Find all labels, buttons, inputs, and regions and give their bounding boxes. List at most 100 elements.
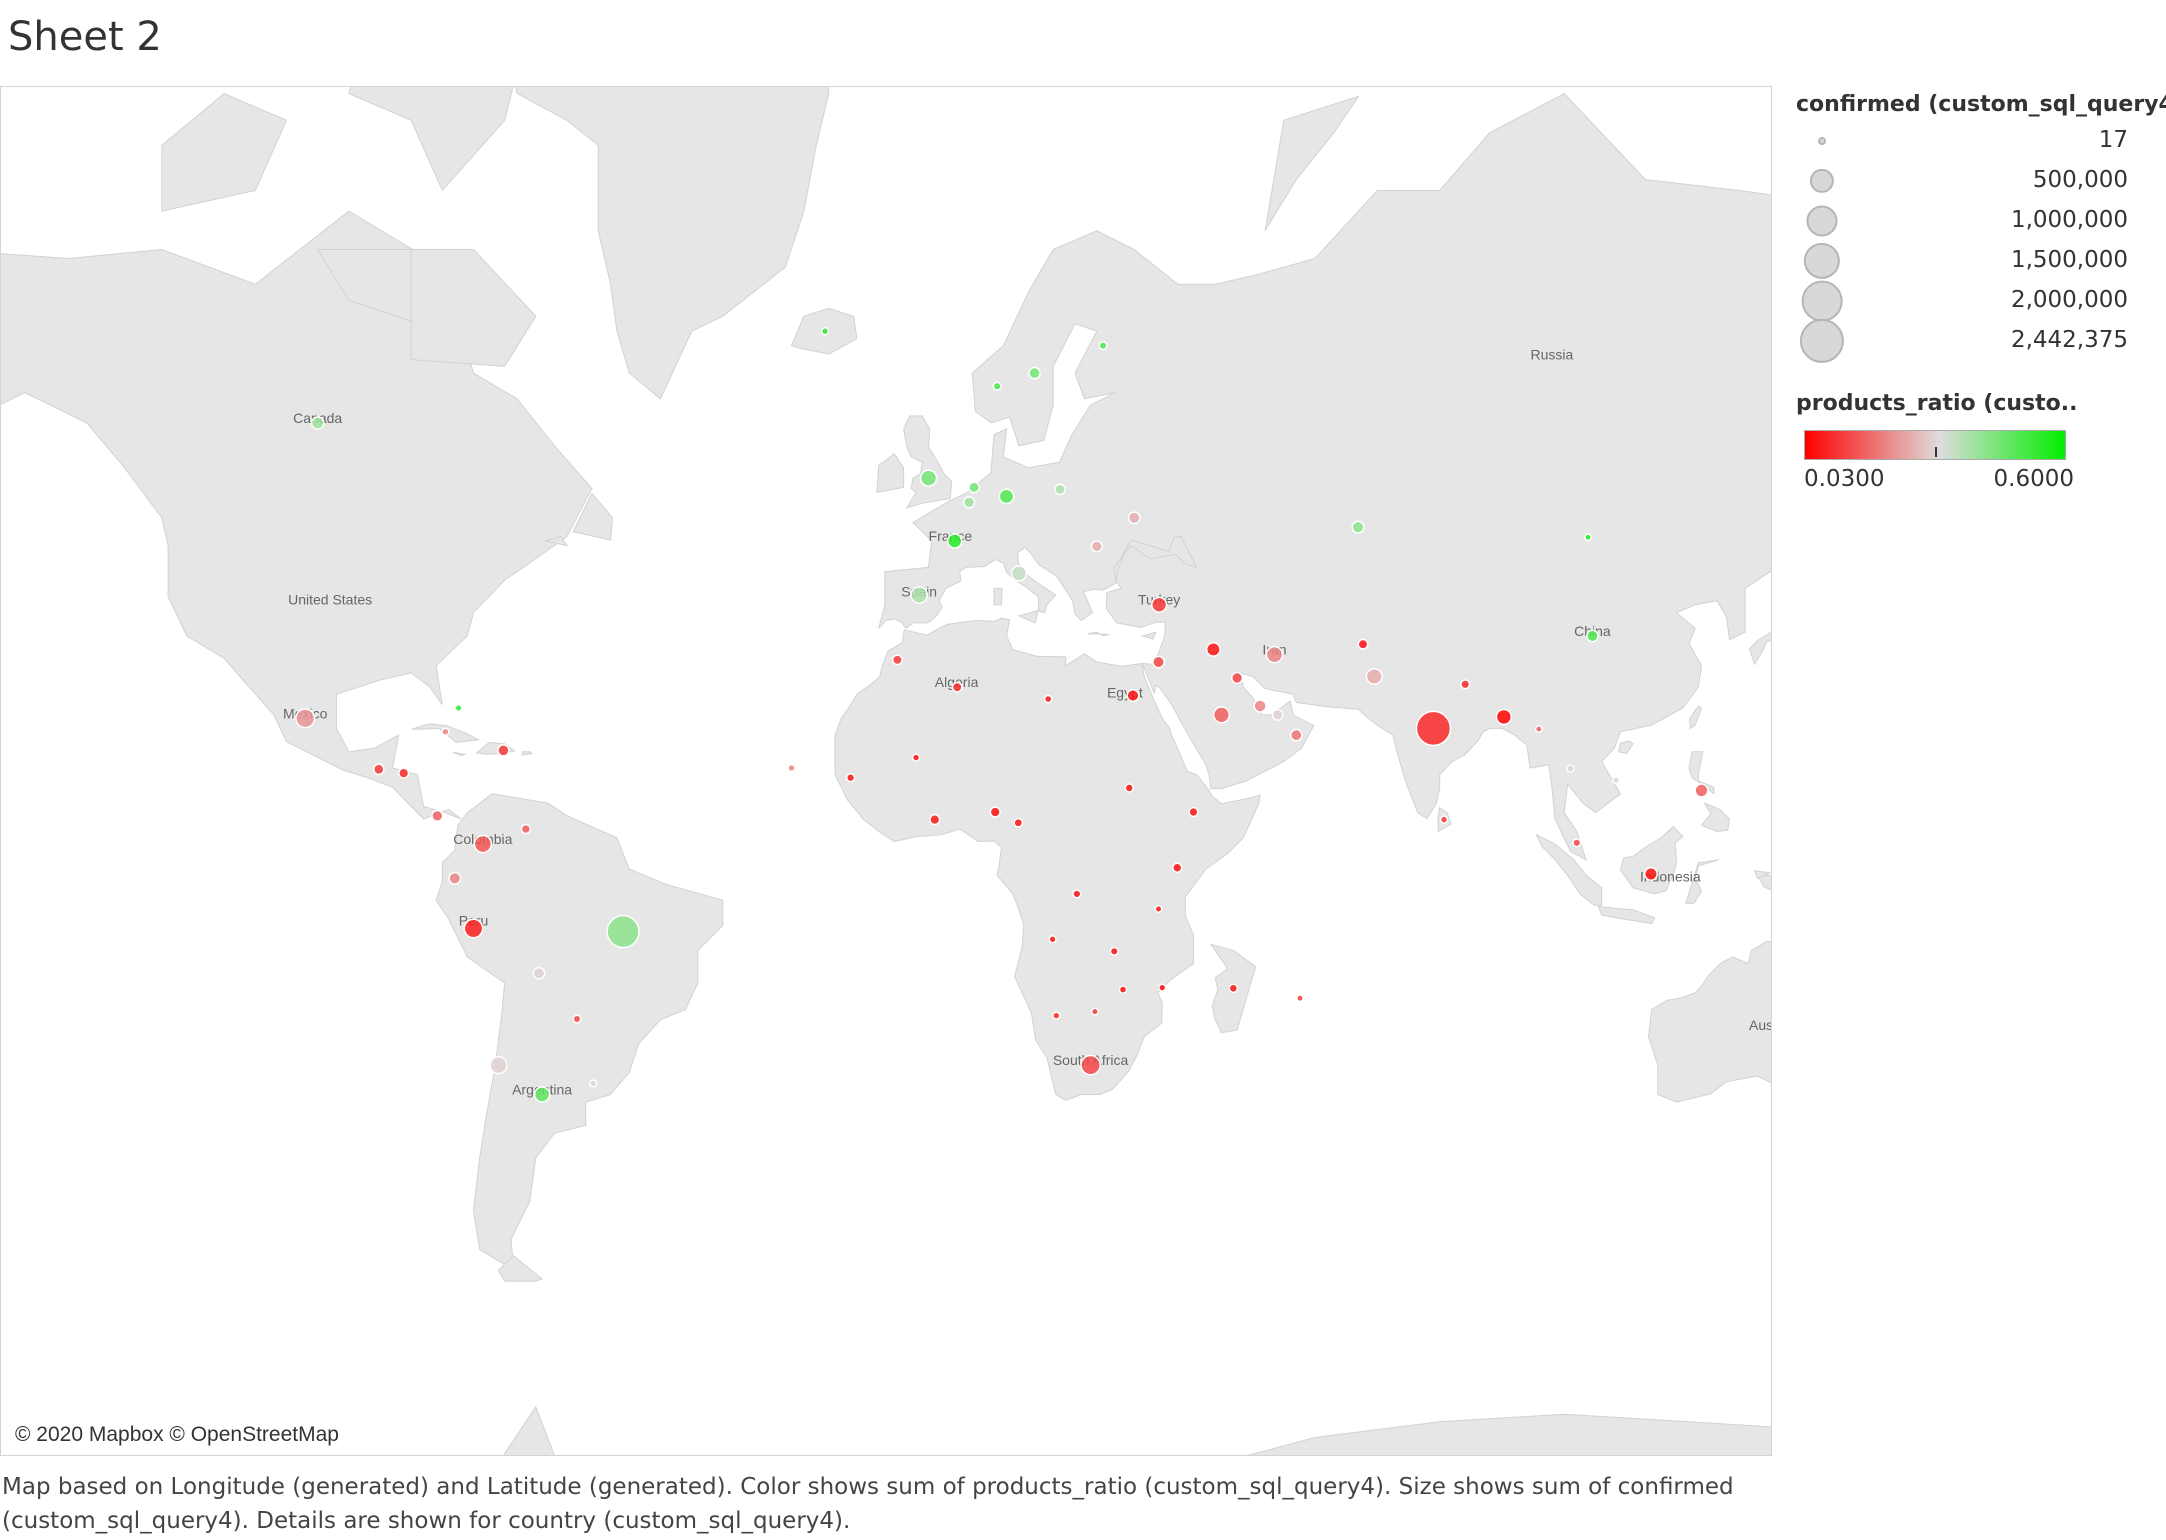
country-mark[interactable] [1585, 629, 1599, 643]
country-mark[interactable] [1351, 520, 1365, 534]
country-mark[interactable] [1460, 679, 1471, 690]
land-shape [1017, 609, 1039, 624]
country-mark[interactable] [1080, 1054, 1101, 1076]
world-map[interactable]: CanadaUnited StatesMexicoColombiaPeruArg… [1, 87, 1772, 1456]
country-mark[interactable] [891, 654, 903, 666]
country-mark[interactable] [448, 871, 462, 885]
country-label: Australia [1749, 1017, 1772, 1033]
country-mark[interactable] [589, 1079, 598, 1088]
country-mark[interactable] [1357, 638, 1369, 650]
country-mark[interactable] [1212, 706, 1231, 724]
country-mark[interactable] [962, 496, 976, 509]
country-mark[interactable] [910, 586, 929, 604]
land-shape [1688, 751, 1715, 795]
country-mark[interactable] [998, 488, 1015, 505]
country-mark[interactable] [919, 469, 938, 487]
country-mark[interactable] [1109, 946, 1119, 956]
country-mark[interactable] [1205, 642, 1221, 657]
country-mark[interactable] [1228, 983, 1239, 994]
country-mark[interactable] [1694, 783, 1709, 798]
country-mark[interactable] [1043, 694, 1053, 704]
country-mark[interactable] [572, 1014, 582, 1024]
country-mark[interactable] [968, 481, 980, 494]
country-mark[interactable] [929, 814, 941, 826]
country-mark[interactable] [372, 763, 385, 776]
land-shape [572, 492, 614, 541]
size-legend-row: 2,000,000 [1796, 280, 2166, 322]
country-mark[interactable] [1534, 725, 1543, 734]
country-mark[interactable] [1584, 533, 1592, 542]
country-mark[interactable] [1090, 1007, 1099, 1016]
country-mark[interactable] [532, 966, 546, 980]
size-legend: 17 500,000 1,000,000 1,500,000 2,000,000 2,44… [1796, 121, 2166, 364]
country-mark[interactable] [845, 773, 856, 783]
country-mark[interactable] [1098, 341, 1108, 351]
country-mark[interactable] [1566, 764, 1575, 773]
country-mark[interactable] [1253, 699, 1267, 713]
land-shape [1689, 705, 1703, 730]
country-mark[interactable] [946, 533, 963, 549]
country-mark[interactable] [1296, 994, 1304, 1003]
country-mark[interactable] [1124, 783, 1134, 793]
map-attribution[interactable]: © 2020 Mapbox © OpenStreetMap [15, 1423, 339, 1446]
data-marks[interactable] [295, 327, 1772, 1153]
country-mark[interactable] [1572, 838, 1582, 848]
land-shape [348, 87, 514, 192]
country-mark[interactable] [1048, 935, 1057, 944]
country-mark[interactable] [295, 708, 316, 729]
color-legend-title: products_ratio (custo.. [1796, 391, 2078, 416]
country-mark[interactable] [606, 914, 640, 949]
country-mark[interactable] [454, 704, 463, 713]
country-mark[interactable] [1495, 708, 1513, 726]
size-legend-circle [1801, 280, 1843, 322]
country-mark[interactable] [520, 823, 532, 835]
land-shape [876, 452, 905, 494]
country-mark[interactable] [441, 727, 450, 736]
country-mark[interactable] [1265, 645, 1284, 664]
country-mark[interactable] [1365, 667, 1383, 685]
land-shape [410, 249, 537, 367]
country-mark[interactable] [1126, 689, 1140, 703]
country-mark[interactable] [1154, 905, 1163, 913]
country-mark[interactable] [431, 809, 444, 822]
country-mark[interactable] [1172, 862, 1183, 873]
country-mark[interactable] [310, 416, 325, 430]
country-mark[interactable] [489, 1055, 508, 1075]
country-mark[interactable] [1010, 565, 1028, 582]
country-mark[interactable] [1054, 483, 1066, 496]
land-shape [1756, 874, 1771, 891]
country-mark[interactable] [1028, 366, 1041, 380]
country-mark[interactable] [533, 1086, 551, 1103]
country-mark[interactable] [1271, 708, 1284, 721]
country-mark[interactable] [1188, 806, 1199, 818]
country-mark[interactable] [820, 327, 830, 336]
country-mark[interactable] [1439, 815, 1449, 824]
country-mark[interactable] [1158, 983, 1167, 992]
country-mark[interactable] [1230, 671, 1244, 685]
country-mark[interactable] [1289, 728, 1303, 742]
country-mark[interactable] [911, 753, 921, 762]
country-mark[interactable] [1152, 655, 1165, 669]
country-mark[interactable] [398, 767, 410, 779]
country-mark[interactable] [1013, 817, 1024, 828]
color-legend-bar[interactable] [1804, 430, 2066, 460]
country-mark[interactable] [1118, 985, 1128, 994]
map-view[interactable]: CanadaUnited StatesMexicoColombiaPeruArg… [0, 86, 1772, 1456]
country-mark[interactable] [1415, 710, 1452, 747]
country-mark[interactable] [1052, 1011, 1061, 1020]
country-mark[interactable] [1643, 867, 1658, 881]
country-mark[interactable] [497, 744, 510, 757]
country-mark[interactable] [1090, 540, 1103, 553]
country-mark[interactable] [951, 681, 963, 693]
country-mark[interactable] [1612, 776, 1621, 785]
country-mark[interactable] [989, 806, 1001, 818]
country-label: Russia [1530, 347, 1573, 363]
country-mark[interactable] [1151, 596, 1168, 613]
country-mark[interactable] [463, 918, 484, 939]
country-mark[interactable] [473, 834, 493, 854]
country-mark[interactable] [1127, 511, 1141, 525]
country-mark[interactable] [787, 763, 796, 773]
country-mark[interactable] [992, 381, 1002, 391]
land-shape [545, 535, 569, 547]
country-mark[interactable] [1072, 889, 1082, 899]
